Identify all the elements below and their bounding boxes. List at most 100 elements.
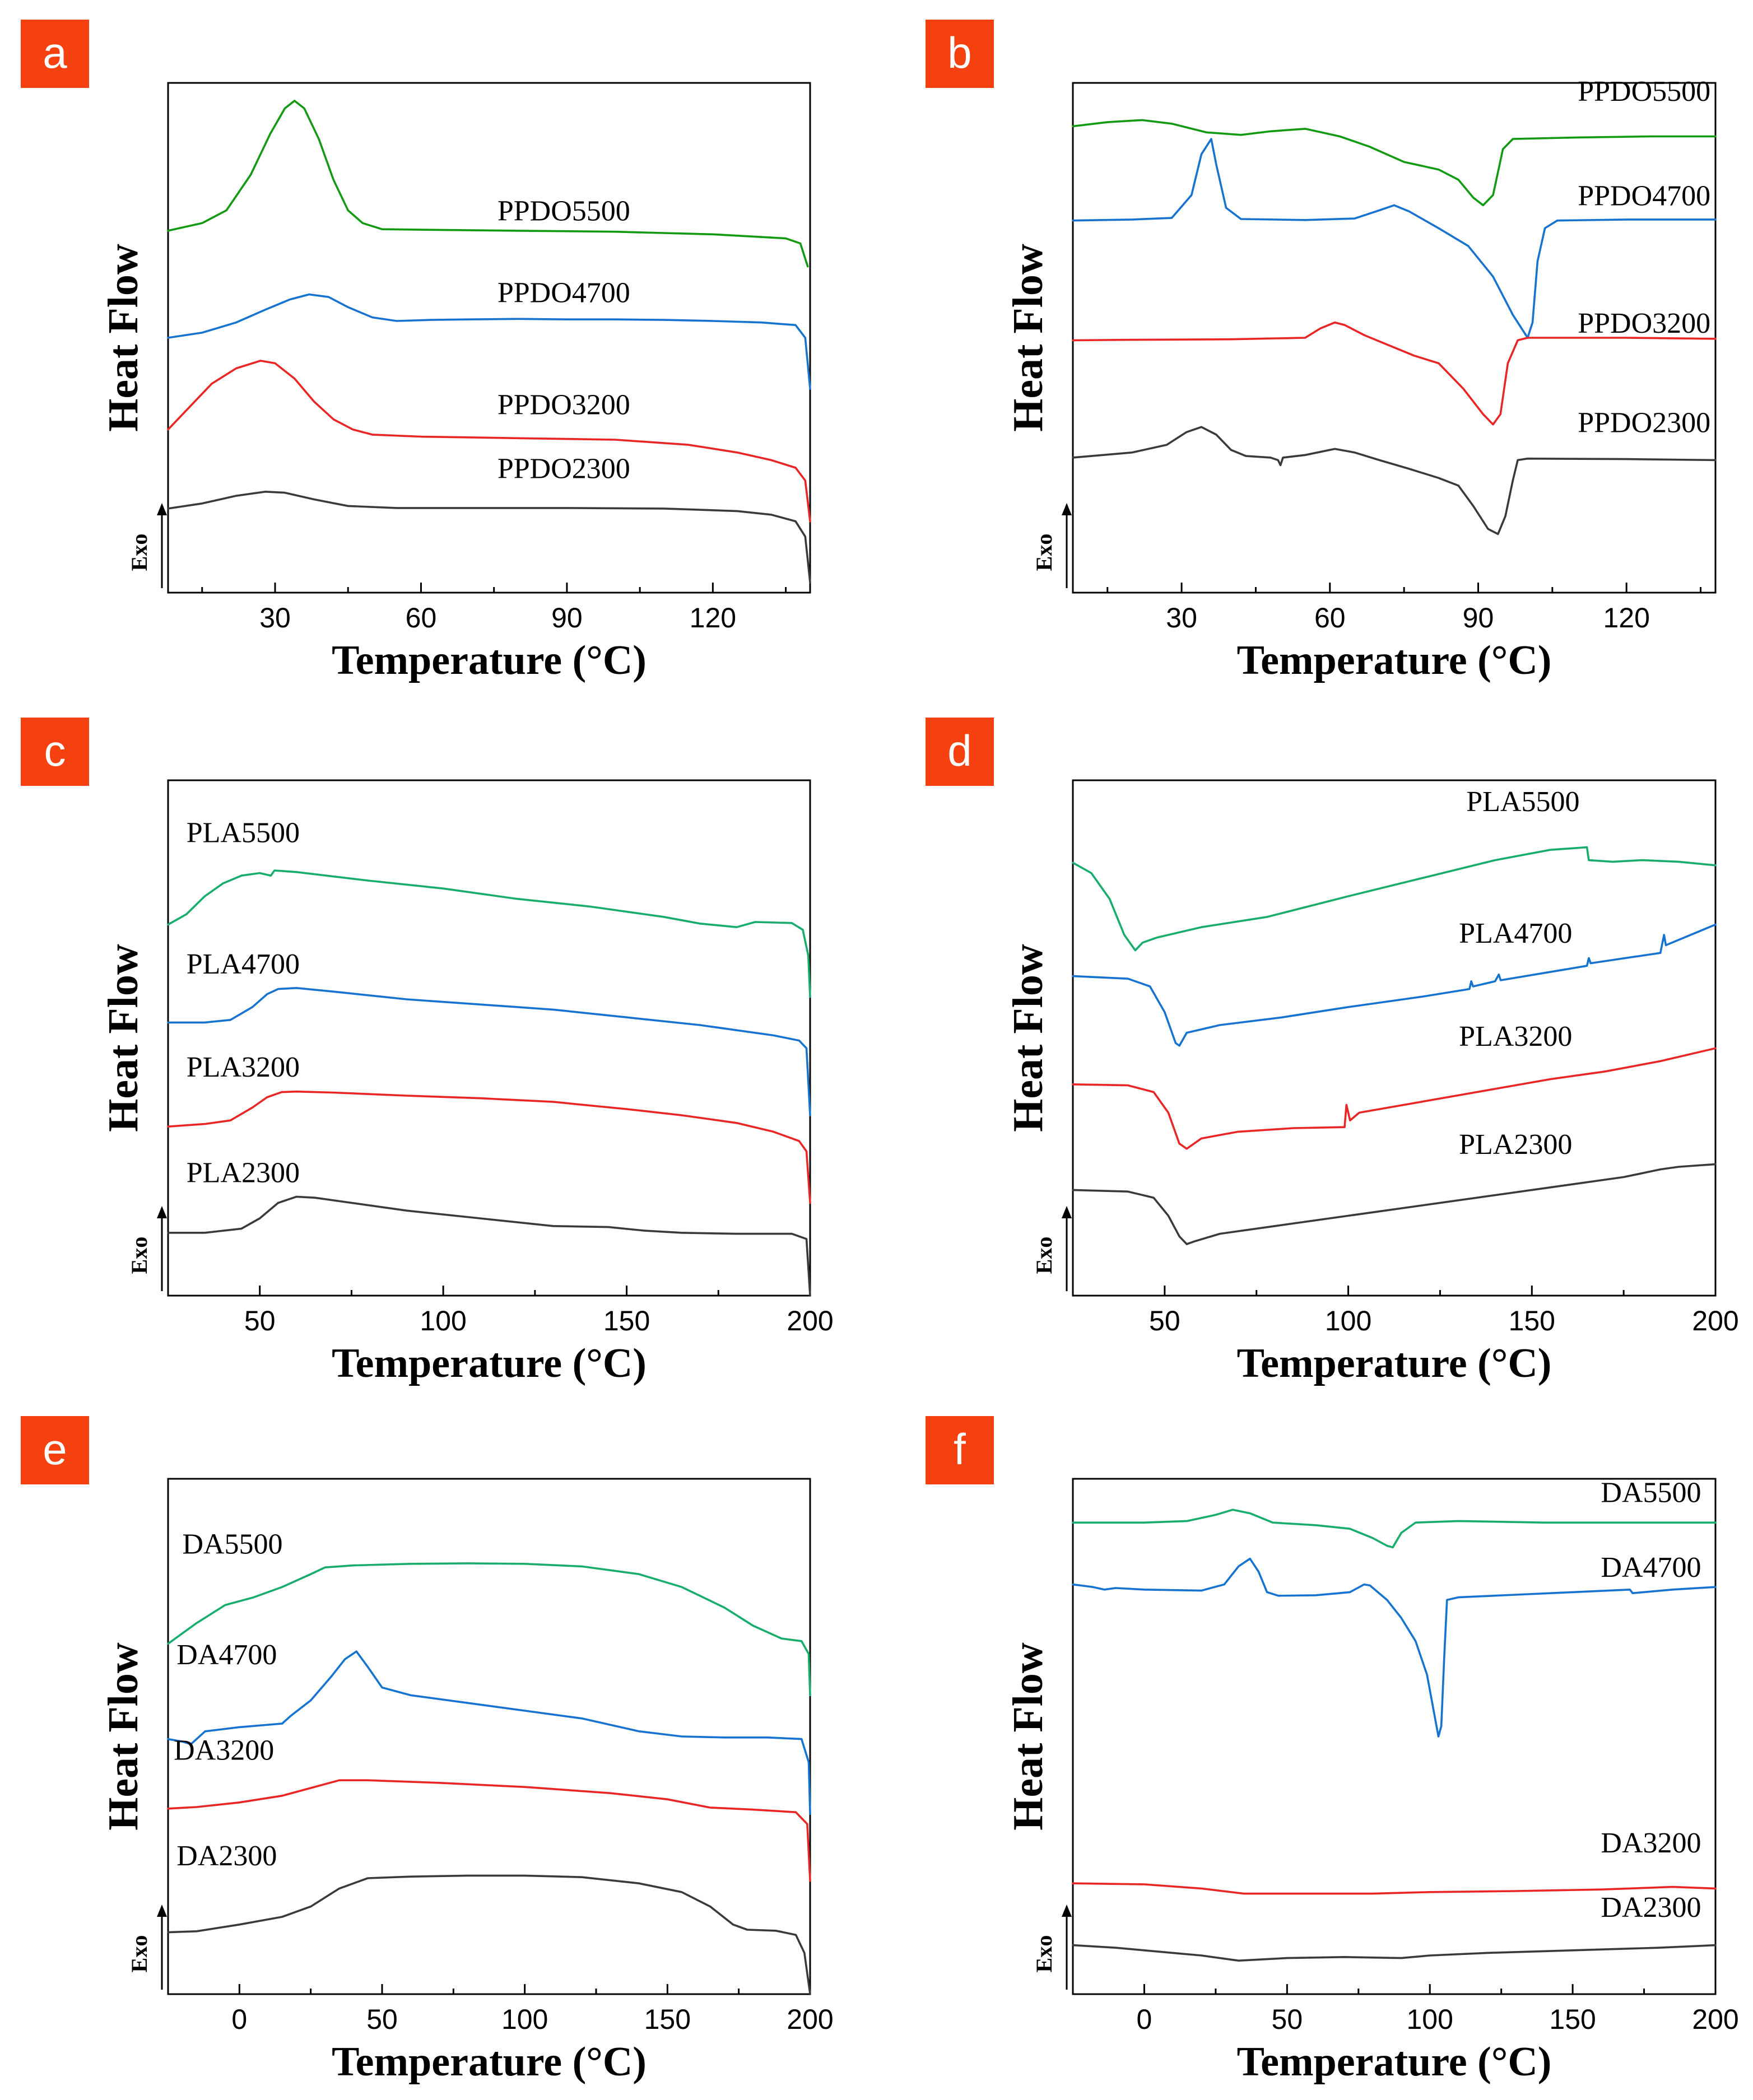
exo-label: Exo	[127, 534, 152, 571]
series-line-da4700	[167, 1650, 811, 1815]
series-line-da3200	[1072, 1882, 1717, 1895]
panel-badge-b	[926, 20, 994, 88]
series-line-da2300	[167, 1874, 811, 1995]
x-axis-title: Temperature (°C)	[332, 637, 647, 683]
series-label-da3200: DA3200	[174, 1734, 274, 1766]
exo-label: Exo	[127, 1237, 152, 1274]
exo-arrow-icon	[157, 503, 167, 515]
x-tick-label: 100	[420, 1305, 466, 1337]
series-line-da4700	[1072, 1557, 1717, 1738]
x-tick-label: 150	[644, 2004, 691, 2035]
panel-badge-c	[21, 718, 89, 786]
x-tick-label: 60	[406, 602, 437, 634]
series-label-ppdo4700: PPDO4700	[1578, 180, 1710, 212]
series-label-da5500: DA5500	[1601, 1477, 1701, 1508]
series-label-da4700: DA4700	[1601, 1552, 1701, 1584]
series-label-pla3200: PLA3200	[1459, 1021, 1572, 1053]
exo-arrow-icon	[1062, 503, 1072, 515]
panel-d: d 50 100 150 200 Temperature (°C) Heat Flow Exo…	[926, 718, 1739, 1386]
x-tick-label: 120	[1603, 602, 1649, 634]
series-label-pla2300: PLA2300	[187, 1157, 300, 1189]
series-label-pla4700: PLA4700	[187, 948, 300, 980]
series-label-ppdo4700: PPDO4700	[497, 277, 630, 309]
panel-badge-a	[21, 20, 89, 88]
series-line-ppdo4700	[1072, 138, 1717, 339]
series-line-da3200	[167, 1779, 811, 1882]
panel-badge-label: e	[43, 1424, 67, 1474]
series-line-pla3200	[1072, 1047, 1717, 1150]
exo-arrow-icon	[157, 1206, 167, 1218]
x-axis-title: Temperature (°C)	[1237, 1340, 1552, 1386]
x-tick-label: 0	[231, 2004, 247, 2035]
plot-frame	[167, 1478, 811, 1995]
x-tick-label: 100	[1407, 2004, 1453, 2035]
series-label-ppdo3200: PPDO3200	[497, 389, 630, 421]
x-tick-label: 30	[259, 602, 291, 634]
x-tick-label: 200	[787, 2004, 833, 2035]
series-label-pla4700: PLA4700	[1459, 918, 1572, 949]
x-tick-label: 50	[1149, 1305, 1180, 1337]
y-axis-title: Heat Flow	[1005, 244, 1052, 432]
series-label-pla3200: PLA3200	[187, 1051, 300, 1083]
series-label-ppdo2300: PPDO2300	[497, 453, 630, 485]
x-tick-label: 200	[1692, 2004, 1738, 2035]
x-tick-label: 90	[551, 602, 583, 634]
series-line-da5500	[167, 1562, 811, 1697]
x-axis-title: Temperature (°C)	[332, 1340, 647, 1386]
series-label-pla5500: PLA5500	[187, 817, 300, 849]
series-line-pla5500	[1072, 846, 1717, 952]
x-tick-label: 200	[787, 1305, 833, 1337]
plot-frame	[1072, 779, 1717, 1297]
series-label-ppdo5500: PPDO5500	[1578, 76, 1710, 108]
x-tick-label: 0	[1137, 2004, 1152, 2035]
panel-badge-d	[926, 718, 994, 786]
series-label-da2300: DA2300	[176, 1840, 277, 1872]
plot-frame	[1072, 1478, 1717, 1995]
series-label-da2300: DA2300	[1601, 1892, 1701, 1924]
x-tick-label: 50	[1272, 2004, 1303, 2035]
y-axis-title: Heat Flow	[100, 1642, 147, 1831]
y-axis-title: Heat Flow	[1005, 944, 1052, 1132]
series-label-ppdo5500: PPDO5500	[497, 195, 630, 227]
exo-label: Exo	[1031, 1935, 1057, 1973]
panel-badge-label: d	[947, 726, 971, 775]
series-label-pla2300: PLA2300	[1459, 1129, 1572, 1161]
panel-badge-f	[926, 1416, 994, 1484]
y-axis-title: Heat Flow	[100, 244, 147, 432]
series-line-pla4700	[167, 987, 811, 1116]
y-axis-title: Heat Flow	[100, 944, 147, 1132]
y-axis-title: Heat Flow	[1005, 1642, 1052, 1831]
panel-badge-label: f	[954, 1424, 966, 1474]
series-label-pla5500: PLA5500	[1466, 786, 1579, 818]
series-line-ppdo2300	[167, 491, 811, 584]
x-tick-label: 150	[1509, 1305, 1555, 1337]
x-tick-label: 50	[366, 2004, 398, 2035]
series-line-ppdo3200	[167, 360, 811, 523]
exo-label: Exo	[1031, 1237, 1057, 1274]
panel-badge-e	[21, 1416, 89, 1484]
series-line-pla2300	[1072, 1163, 1717, 1245]
panel-badge-label: b	[947, 28, 971, 77]
panel-badge-label: c	[44, 726, 66, 775]
x-tick-label: 60	[1314, 602, 1346, 634]
series-line-pla5500	[167, 869, 811, 998]
series-line-pla3200	[167, 1090, 811, 1204]
exo-label: Exo	[127, 1935, 152, 1973]
series-line-da2300	[1072, 1944, 1717, 1962]
x-tick-label: 120	[690, 602, 736, 634]
panel-badge-label: a	[43, 28, 67, 77]
series-line-ppdo4700	[167, 293, 811, 390]
series-label-da5500: DA5500	[182, 1528, 282, 1560]
x-tick-label: 90	[1463, 602, 1494, 634]
series-label-da4700: DA4700	[176, 1639, 277, 1671]
x-tick-label: 100	[501, 2004, 548, 2035]
x-tick-label: 150	[603, 1305, 650, 1337]
exo-arrow-icon	[157, 1905, 167, 1917]
series-line-ppdo5500	[1072, 119, 1717, 207]
plot-frame	[167, 779, 811, 1297]
x-tick-label: 100	[1325, 1305, 1371, 1337]
panel-c: c 50 100 150 200 Temperature (°C) Heat Flow Exo…	[21, 718, 834, 1386]
panel-e: e 0 50 100 150 200 Temperature (°C) Heat Flow Ex…	[21, 1416, 834, 2085]
